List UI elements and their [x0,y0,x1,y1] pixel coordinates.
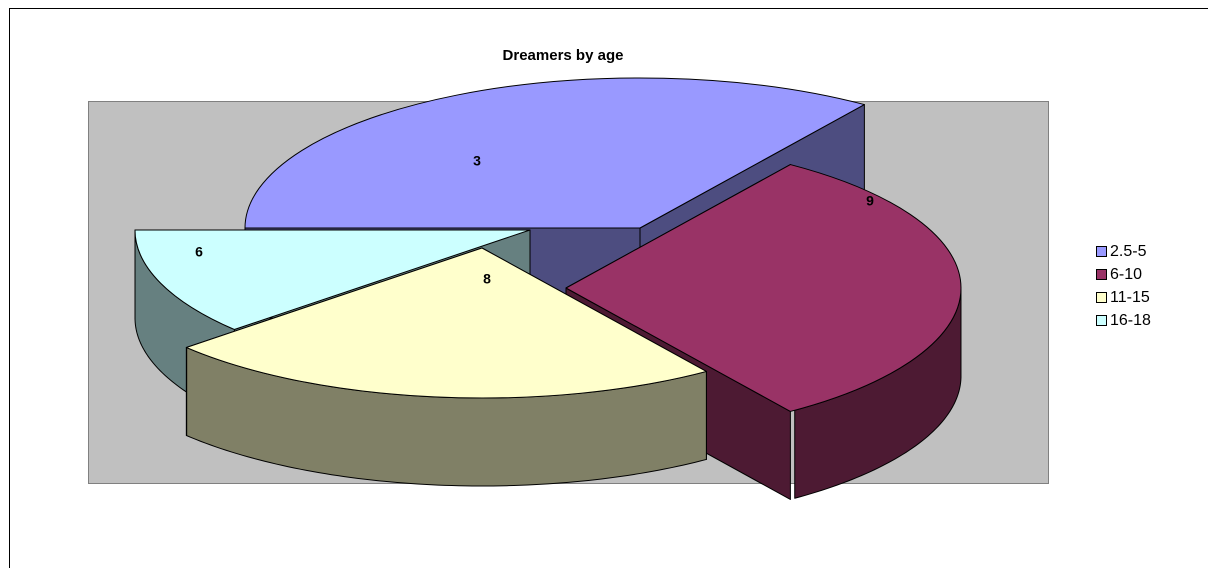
legend-item: 2.5-5 [1096,240,1209,263]
data-label: 9 [866,193,874,209]
legend-swatch [1096,269,1107,280]
data-label: 3 [473,153,481,169]
slice-top [244,77,865,229]
slice-top [134,229,531,330]
legend-label: 6-10 [1110,265,1143,283]
legend-label: 11-15 [1110,288,1150,306]
slice-top [565,164,962,412]
legend-swatch [1096,315,1107,326]
legend-item: 16-18 [1096,309,1209,332]
legend-item: 11-15 [1096,286,1209,309]
legend-swatch [1096,246,1107,257]
legend-label: 2.5-5 [1110,242,1147,260]
data-label: 8 [483,271,491,287]
chart-frame [9,8,1208,568]
legend-label: 16-18 [1110,311,1151,329]
legend: 2.5-5 6-10 11-15 16-18 [1096,240,1209,332]
data-label: 6 [195,244,203,260]
pie-slice [185,247,707,487]
slice-top [185,247,707,399]
chart-title: Dreamers by age [502,47,624,64]
legend-swatch [1096,292,1107,303]
legend-item: 6-10 [1096,263,1209,286]
